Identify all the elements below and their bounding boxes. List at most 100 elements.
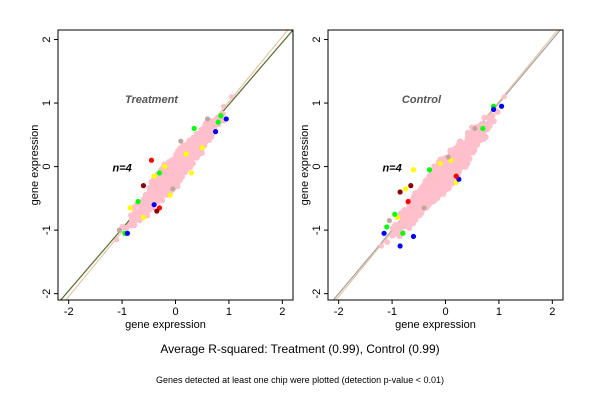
x-tick-label: 1 [226,306,232,318]
x-tick-label: -1 [117,306,127,318]
x-tick-label: -2 [334,306,344,318]
data-point [114,237,120,243]
data-point [445,154,451,160]
series-7 [386,125,478,224]
data-point [156,170,163,176]
data-point [490,106,497,113]
series-7 [116,116,211,233]
data-point [140,214,147,221]
y-tick-label: -2 [41,289,53,299]
cloud-point [130,204,137,211]
data-point [397,243,403,249]
cloud-point [399,215,406,222]
data-point [135,198,141,205]
x-axis-label: gene expression [395,319,476,331]
cloud-point [188,159,195,166]
y-tick-label: 0 [41,164,53,170]
cloud-point [159,197,166,204]
scatter-plots: -2 -1 0 1 2 -2 -1 0 1 2 gene expression gene expres… [29,29,564,331]
data-point [140,183,147,189]
data-point [408,183,414,189]
data-point [381,230,387,236]
cloud-point [450,147,457,154]
cloud-point [423,186,430,193]
data-point [386,217,393,224]
data-point [416,198,422,205]
data-point [215,119,221,125]
y-tick-label: 0 [311,164,323,170]
x-tick-label: 0 [172,306,178,318]
cloud-point [164,185,171,192]
cloud-point [469,134,476,141]
pink-point-cloud [119,110,227,237]
y-tick-label: -1 [41,225,53,235]
series-6 [140,183,160,214]
data-point [124,230,131,236]
cloud-point [412,214,419,221]
cloud-point [194,140,201,147]
data-point [480,125,486,132]
data-point [223,116,229,122]
cloud-point [158,191,165,198]
x-tick-label: 0 [442,306,448,318]
data-point [191,125,197,132]
data-point [220,103,227,109]
detection-footnote: Genes detected at least one chip were pl… [156,375,444,385]
cloud-point [189,152,196,159]
cloud-point [431,187,438,194]
y-axis-label: gene expression [299,125,311,206]
series-5 [405,173,459,205]
x-tick-label: 2 [549,306,555,318]
data-point [421,205,427,211]
cloud-point [384,238,391,245]
cloud-point [457,138,464,145]
data-point [199,129,205,135]
cloud-point [162,180,169,187]
cloud-point [432,169,439,176]
data-point [124,224,131,230]
y-tick-label: 2 [41,36,53,42]
cloud-point [454,154,461,161]
cloud-point [173,151,180,158]
x-axis-label: gene expression [125,319,206,331]
data-point [410,233,417,240]
data-point [162,163,168,170]
series-2 [394,157,459,221]
data-point [151,173,157,179]
cloud-point [205,130,212,137]
cloud-point [454,163,461,170]
y-tick-label: 2 [311,36,323,42]
data-point [453,173,459,179]
data-point [212,129,219,135]
sample-count-label: n=4 [382,163,401,175]
data-point [392,211,398,217]
plot-area [59,30,293,300]
r-squared-summary: Average R-squared: Treatment (0.99), Con… [160,342,440,356]
cloud-point [486,119,493,126]
data-point [405,198,411,205]
data-point [218,113,224,119]
cloud-point [400,222,407,229]
data-point [199,144,205,151]
cloud-point [444,183,451,190]
panel-2: -2 -1 0 1 2 -2 -1 0 1 2 gene expression gene expres… [299,29,564,331]
cloud-point [416,209,423,216]
data-point [397,189,403,195]
data-point [146,198,152,205]
series-4 [124,116,229,236]
series-4 [381,103,505,249]
plot-area [332,30,562,300]
x-tick-label: -1 [387,306,397,318]
cloud-point [191,146,198,153]
data-point [498,103,505,109]
data-point [116,227,123,233]
series-6 [397,183,414,195]
panel-1: -2 -1 0 1 2 -2 -1 0 1 2 gene expression gene expres… [29,29,294,331]
data-point [228,94,235,100]
cloud-point [404,212,411,219]
x-tick-label: 2 [279,306,285,318]
cloud-point [172,170,179,177]
data-point [410,167,417,173]
data-point [384,224,390,230]
